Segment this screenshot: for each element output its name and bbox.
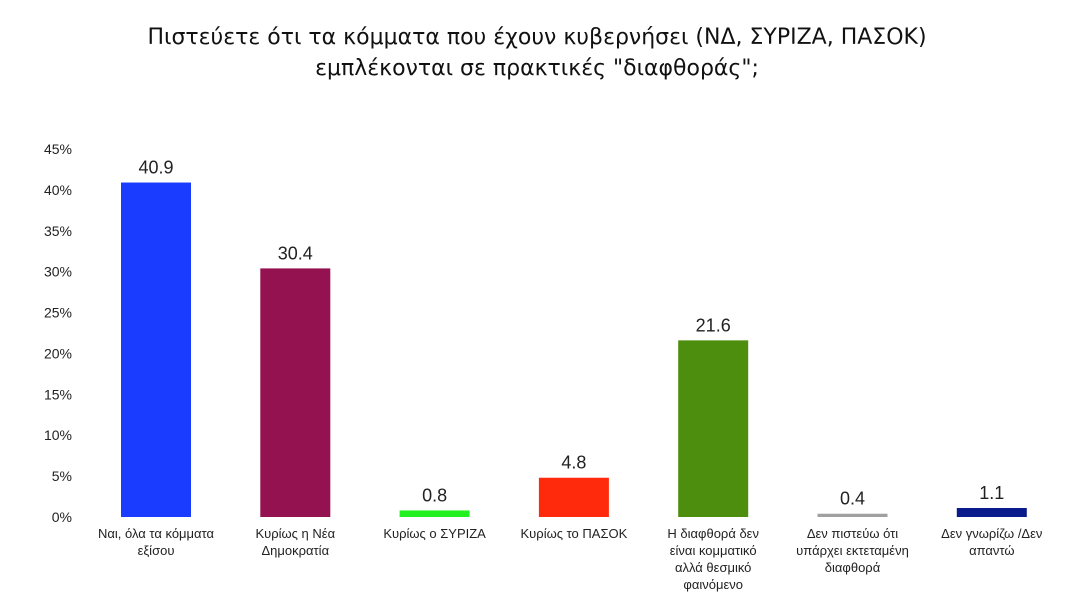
y-tick-label: 35% (44, 223, 72, 239)
x-tick-label: Δεν γνωρίζω /Δεν απαντώ (941, 526, 1042, 558)
data-label: 0.8 (422, 485, 447, 505)
y-tick-label: 0% (52, 509, 72, 525)
y-tick-label: 45% (44, 141, 72, 157)
x-tick-label-line: απαντώ (969, 543, 1014, 558)
x-tick-label: Κυρίως το ΠΑΣΟΚ (521, 526, 628, 541)
x-tick-label-line: Δημοκρατία (262, 543, 330, 558)
x-tick-label-line: Ναι, όλα τα κόμματα (98, 526, 215, 541)
chart-title-line-1: Πιστεύετε ότι τα κόμματα που έχουν κυβερ… (147, 25, 927, 50)
x-tick-label-line: είναι κομματικό (670, 543, 757, 558)
y-tick-label: 20% (44, 345, 72, 361)
x-tick-label: Κυρίως ο ΣΥΡΙΖΑ (383, 526, 486, 541)
y-tick-label: 10% (44, 427, 72, 443)
bar (399, 510, 470, 517)
bar (956, 508, 1027, 517)
data-label: 4.8 (561, 453, 586, 473)
x-tick-label: Δεν πιστεύω ότι υπάρχει εκτεταμένη διαφθορ… (796, 526, 909, 575)
y-tick-label: 30% (44, 264, 72, 280)
data-label: 40.9 (138, 158, 173, 178)
x-tick-label-line: υπάρχει εκτεταμένη (796, 543, 909, 558)
data-labels: 40.9 30.4 0.8 4.8 21.6 0.4 1.1 (138, 158, 1004, 509)
bars (121, 182, 1027, 518)
data-label: 0.4 (840, 489, 865, 509)
x-tick-label: Η διαφθορά δεν είναι κομματικό αλλά θεσμικ… (667, 526, 759, 592)
bar (260, 268, 331, 517)
x-tick-label: Ναι, όλα τα κόμματα εξίσου (98, 526, 215, 558)
x-tick-label-line: Κυρίως το ΠΑΣΟΚ (521, 526, 628, 541)
x-tick-label-line: φαινόμενο (683, 577, 743, 592)
x-tick-label-line: Κυρίως η Νέα (255, 526, 335, 541)
y-tick-label: 15% (44, 386, 72, 402)
bar (538, 477, 609, 517)
y-tick-label: 25% (44, 305, 72, 321)
bar (678, 340, 749, 517)
bar (121, 182, 191, 518)
data-label: 30.4 (278, 243, 313, 263)
x-tick-label: Κυρίως η Νέα Δημοκρατία (255, 526, 335, 558)
chart-title-line-2: εμπλέκονται σε πρακτικές "διαφθοράς"; (315, 56, 759, 81)
bar (817, 513, 888, 517)
x-tick-label-line: Δεν πιστεύω ότι (807, 526, 898, 541)
x-tick-label-line: Η διαφθορά δεν (667, 526, 759, 541)
y-tick-label: 40% (44, 182, 72, 198)
x-tick-label-line: Κυρίως ο ΣΥΡΙΖΑ (383, 526, 486, 541)
x-tick-label-line: Δεν γνωρίζω /Δεν (941, 526, 1042, 541)
y-tick-label: 5% (52, 468, 72, 484)
chart-title: Πιστεύετε ότι τα κόμματα που έχουν κυβερ… (0, 22, 1074, 84)
y-axis: 0% 5% 10% 15% 20% 25% 30% 35% 40% 45% (44, 141, 72, 525)
x-tick-label-line: διαφθορά (825, 560, 881, 575)
x-tick-label-line: αλλά θεσμικό (675, 560, 751, 575)
data-label: 21.6 (696, 315, 731, 335)
x-tick-label-line: εξίσου (138, 543, 175, 558)
x-axis: Ναι, όλα τα κόμματα εξίσου Κυρίως η Νέα Δημ… (98, 526, 1042, 592)
data-label: 1.1 (979, 483, 1004, 503)
